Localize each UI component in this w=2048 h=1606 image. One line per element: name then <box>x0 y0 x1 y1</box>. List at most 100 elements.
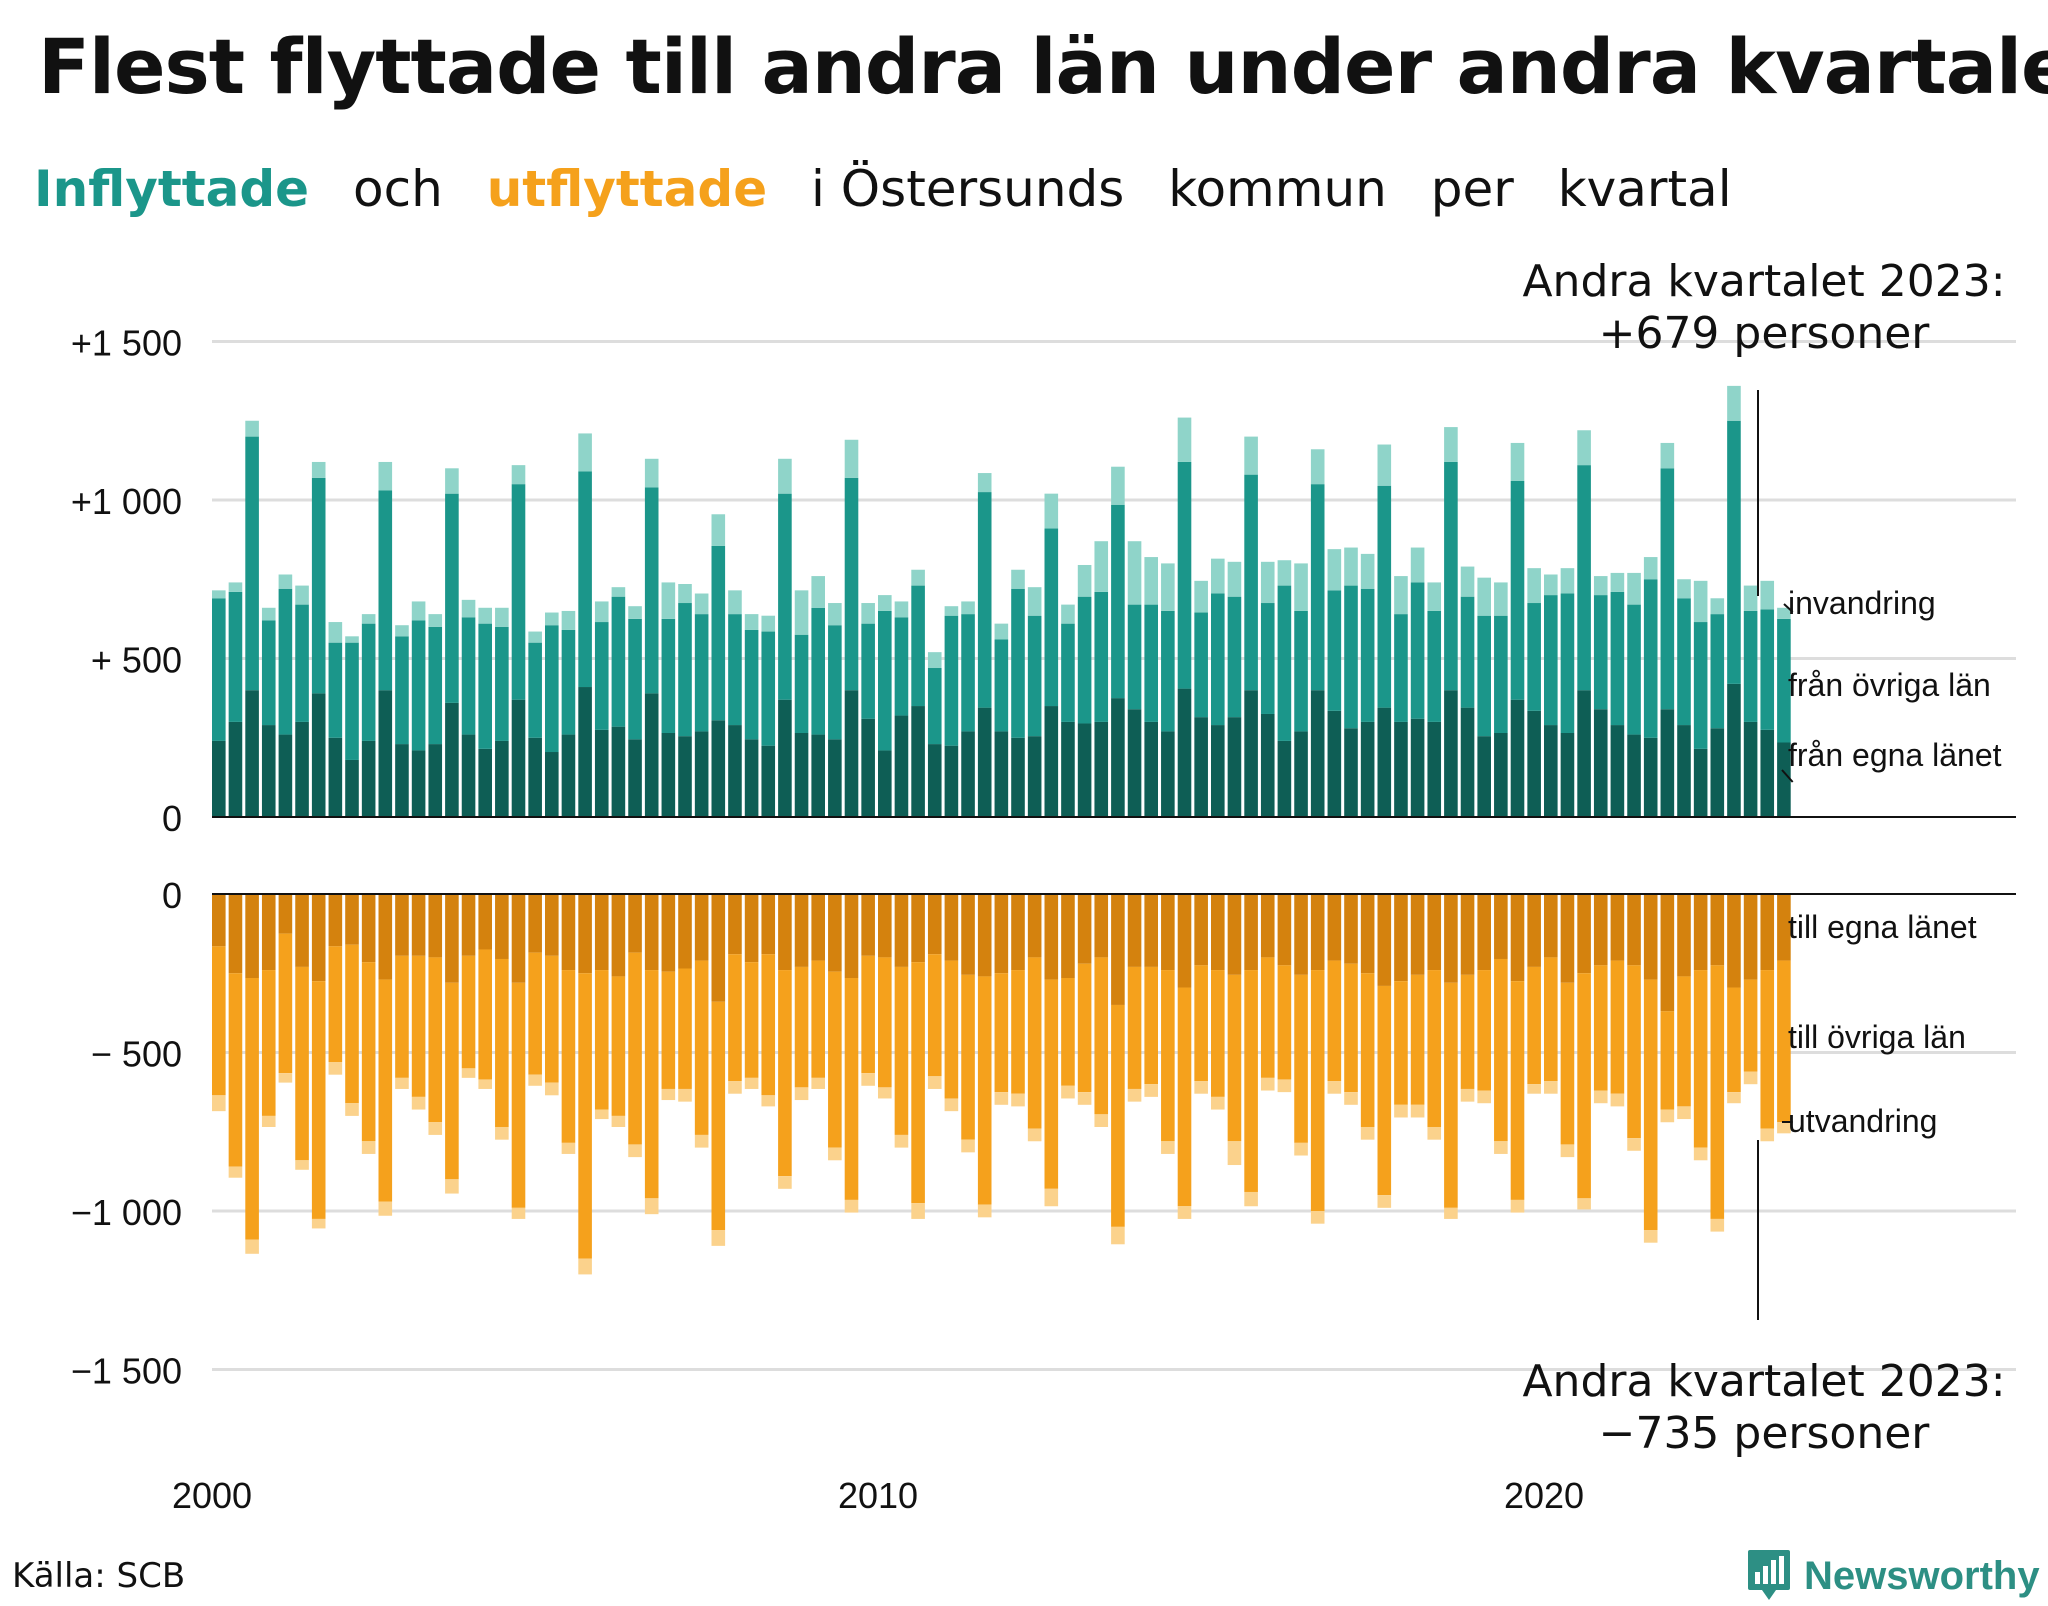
bar-segment <box>1344 894 1358 964</box>
bar-segment <box>1544 725 1558 817</box>
bar-segment <box>1727 385 1741 421</box>
bar-segment <box>911 1203 925 1219</box>
bar-segment <box>844 1199 859 1213</box>
y-tick-label: −1 500 <box>71 1351 182 1392</box>
bar-segment <box>1560 732 1575 817</box>
bar-segment <box>1177 987 1192 1207</box>
bar-segment <box>1227 596 1242 718</box>
bar-segment <box>1760 1128 1775 1142</box>
bar-segment <box>1061 604 1075 624</box>
bar-segment <box>1227 894 1242 975</box>
bar-segment <box>1310 894 1325 971</box>
bar-segment <box>977 1204 992 1218</box>
bar-segment <box>828 603 842 626</box>
bar-segment <box>578 687 592 817</box>
subtitle-text-1: i Östersunds <box>811 160 1125 218</box>
bar-segment <box>1294 974 1308 1143</box>
bar-segment <box>944 745 959 817</box>
annotation-top-line-2: +679 personer <box>1598 308 1930 359</box>
bar-segment <box>1360 973 1375 1127</box>
bar-segment <box>927 744 942 817</box>
bar-segment <box>545 955 559 1083</box>
bar-segment <box>1777 607 1791 619</box>
bar-segment <box>1244 436 1258 475</box>
bar-segment <box>1094 541 1109 592</box>
bar-segment <box>1044 894 1059 980</box>
bar-segment <box>894 715 909 817</box>
bar-segment <box>295 1160 309 1170</box>
bar-segment <box>1294 894 1308 975</box>
bar-segment <box>744 739 759 817</box>
bar-segment <box>961 614 975 732</box>
bar-segment <box>261 1115 276 1127</box>
bar-segment <box>461 955 476 1069</box>
bar-segment <box>1327 1081 1342 1094</box>
bar-segment <box>1743 721 1758 817</box>
bar-segment <box>611 976 626 1116</box>
bar-segment <box>1194 965 1208 1082</box>
bar-segment <box>1011 588 1025 738</box>
bar-segment <box>1161 1141 1175 1154</box>
bar-segment <box>495 958 509 1127</box>
bar-segment <box>561 970 576 1143</box>
bar-segment <box>311 894 326 982</box>
bar-segment <box>1627 734 1641 817</box>
bar-segment <box>1177 688 1192 817</box>
bar-segment <box>961 731 975 817</box>
bar-segment <box>311 1218 326 1229</box>
bar-segment <box>794 634 809 733</box>
bar-segment <box>1760 609 1775 730</box>
bar-segment <box>644 487 659 694</box>
bar-segment <box>1227 1141 1242 1166</box>
bar-segment <box>1044 1188 1059 1207</box>
bar-segment <box>1194 717 1208 817</box>
bar-segment <box>911 569 925 586</box>
bar-segment <box>694 894 709 961</box>
bar-segment <box>977 976 992 1205</box>
bar-segment <box>644 1198 659 1215</box>
bar-segment <box>378 979 393 1202</box>
bar-segment <box>878 595 892 611</box>
bar-segment <box>1743 610 1758 722</box>
bar-segment <box>944 606 959 616</box>
bar-segment <box>878 610 892 751</box>
bar-segment <box>1444 1207 1458 1219</box>
bar-segment <box>578 894 592 974</box>
bar-segment <box>661 1088 676 1101</box>
bar-segment <box>894 966 909 1135</box>
bar-segment <box>1593 965 1608 1091</box>
bar-segment <box>1710 728 1725 817</box>
bar-segment <box>594 622 609 730</box>
bar-segment <box>1593 595 1608 710</box>
bar-segment <box>778 894 792 971</box>
bar-segment <box>1327 960 1342 1082</box>
bar-segment <box>961 601 975 615</box>
bar-segment <box>1727 987 1741 1093</box>
bar-segment <box>644 458 659 488</box>
bar-segment <box>1577 430 1591 466</box>
bar-segment <box>545 894 559 956</box>
bar-segment <box>278 734 293 817</box>
bar-segment <box>811 607 825 735</box>
bar-segment <box>395 744 409 817</box>
bar-segment <box>1427 582 1442 611</box>
bar-segment <box>778 1176 792 1189</box>
bar-segment <box>461 599 476 618</box>
bar-segment <box>1693 622 1708 749</box>
bar-segment <box>1277 1079 1292 1093</box>
bar-segment <box>927 652 942 669</box>
bar-segment <box>528 631 542 643</box>
bar-segment <box>1360 894 1375 974</box>
bar-segment <box>628 606 642 619</box>
bar-segment <box>894 1134 909 1148</box>
bar-segment <box>361 623 376 741</box>
bar-segment <box>761 954 776 1096</box>
bar-segment <box>511 465 526 485</box>
bar-segment <box>994 894 1009 974</box>
bar-segment <box>1427 970 1442 1127</box>
bar-segment <box>744 629 759 740</box>
bar-segment <box>261 970 276 1116</box>
bar-segment <box>1211 894 1225 971</box>
bar-segment <box>1460 707 1475 817</box>
bar-segment <box>1593 576 1608 596</box>
